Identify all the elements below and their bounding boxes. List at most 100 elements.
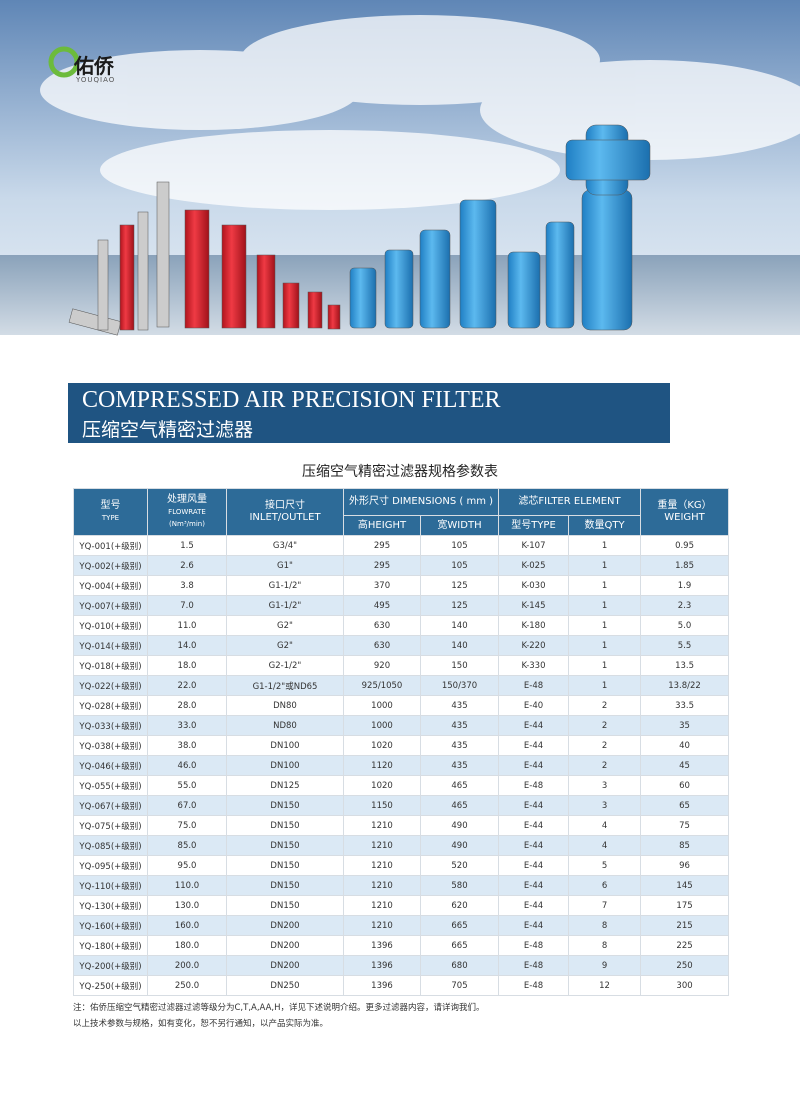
table-cell: YQ-004(+级别) — [73, 575, 148, 596]
table-cell: 1150 — [343, 795, 421, 816]
table-cell: YQ-055(+级别) — [73, 775, 148, 796]
table-cell: 125 — [419, 595, 500, 616]
table-cell: 665 — [419, 935, 500, 956]
table-cell: DN150 — [226, 815, 344, 836]
table-cell: 7 — [568, 895, 642, 916]
table-cell: 150 — [419, 655, 500, 676]
table-cell: 1210 — [343, 815, 421, 836]
table-cell: K-025 — [498, 555, 570, 576]
table-cell: DN100 — [226, 735, 344, 756]
table-cell: 105 — [419, 535, 500, 556]
table-cell: E-48 — [498, 935, 570, 956]
table-cell: YQ-095(+级别) — [73, 855, 148, 876]
header-cell: 高HEIGHT — [343, 515, 421, 536]
header-cell: 接口尺寸 INLET/OUTLET — [226, 488, 344, 536]
table-cell: 6 — [568, 875, 642, 896]
table-cell: 1210 — [343, 835, 421, 856]
table-cell: 18.0 — [147, 655, 227, 676]
table-row: YQ-130(+级别) 130.0 DN150 1210 620 E-44 7 175 — [73, 895, 730, 916]
table-cell: 28.0 — [147, 695, 227, 716]
table-cell: DN150 — [226, 895, 344, 916]
table-cell: 1.9 — [640, 575, 730, 596]
table-cell: 4 — [568, 815, 642, 836]
header-text: (Nm³/min) — [169, 520, 205, 528]
table-cell: YQ-067(+级别) — [73, 795, 148, 816]
table-cell: 14.0 — [147, 635, 227, 656]
table-cell: 5 — [568, 855, 642, 876]
table-row: YQ-046(+级别) 46.0 DN100 1120 435 E-44 2 45 — [73, 755, 730, 776]
logo: 佑侨 — [74, 54, 114, 78]
header-cell: 数量QTY — [568, 515, 642, 536]
table-cell: 495 — [343, 595, 421, 616]
table-cell: 0.95 — [640, 535, 730, 556]
table-cell: 3 — [568, 795, 642, 816]
table-cell: YQ-001(+级别) — [73, 535, 148, 556]
header-text: 重量（KG） — [657, 500, 712, 511]
table-cell: K-330 — [498, 655, 570, 676]
table-cell: 1120 — [343, 755, 421, 776]
table-cell: K-180 — [498, 615, 570, 636]
table-cell: 1396 — [343, 955, 421, 976]
table-cell: 45 — [640, 755, 730, 776]
table-cell: YQ-046(+级别) — [73, 755, 148, 776]
header-text: INLET/OUTLET — [249, 512, 321, 523]
table-row: YQ-033(+级别) 33.0 ND80 1000 435 E-44 2 35 — [73, 715, 730, 736]
table-cell: 200.0 — [147, 955, 227, 976]
table-cell: E-48 — [498, 955, 570, 976]
table-cell: 215 — [640, 915, 730, 936]
table-cell: YQ-200(+级别) — [73, 955, 148, 976]
header-cell: 滤芯FILTER ELEMENT — [498, 488, 642, 516]
table-cell: DN250 — [226, 975, 344, 996]
table-cell: 1 — [568, 635, 642, 656]
table-cell: G2" — [226, 635, 344, 656]
table-cell: YQ-033(+级别) — [73, 715, 148, 736]
table-cell: 2 — [568, 755, 642, 776]
table-cell: YQ-075(+级别) — [73, 815, 148, 836]
table-row: YQ-001(+级别) 1.5 G3/4" 295 105 K-107 1 0.95 — [73, 535, 730, 556]
note: 注：佑侨压缩空气精密过滤器过滤等级分为C,T,A,AA,H，详见下述说明介绍。更… — [73, 1003, 485, 1013]
table-cell: 125 — [419, 575, 500, 596]
table-cell: 435 — [419, 695, 500, 716]
table-cell: 665 — [419, 915, 500, 936]
table-cell: K-030 — [498, 575, 570, 596]
table-cell: E-44 — [498, 795, 570, 816]
table-cell: 130.0 — [147, 895, 227, 916]
table-cell: E-48 — [498, 975, 570, 996]
table-cell: 465 — [419, 775, 500, 796]
header-text: TYPE — [101, 514, 120, 522]
table-cell: 65 — [640, 795, 730, 816]
table-cell: K-145 — [498, 595, 570, 616]
table-body: YQ-001(+级别) 1.5 G3/4" 295 105 K-107 1 0.95 YQ-00… — [73, 535, 730, 996]
product-photo — [0, 0, 800, 360]
table-row: YQ-038(+级别) 38.0 DN100 1020 435 E-44 2 40 — [73, 735, 730, 756]
table-cell: 67.0 — [147, 795, 227, 816]
table-cell: 225 — [640, 935, 730, 956]
table-row: YQ-075(+级别) 75.0 DN150 1210 490 E-44 4 75 — [73, 815, 730, 836]
table-cell: DN150 — [226, 835, 344, 856]
table-cell: 435 — [419, 735, 500, 756]
table-row: YQ-004(+级别) 3.8 G1-1/2" 370 125 K-030 1 1.9 — [73, 575, 730, 596]
table-cell: E-48 — [498, 675, 570, 696]
table-cell: 175 — [640, 895, 730, 916]
table-cell: 295 — [343, 535, 421, 556]
table-cell: DN125 — [226, 775, 344, 796]
table-cell: G1" — [226, 555, 344, 576]
table-cell: 1.85 — [640, 555, 730, 576]
header-text: WEIGHT — [664, 512, 705, 523]
table-cell: E-44 — [498, 855, 570, 876]
table-cell: 490 — [419, 815, 500, 836]
table-cell: 2 — [568, 695, 642, 716]
table-cell: 11.0 — [147, 615, 227, 636]
table-row: YQ-014(+级别) 14.0 G2" 630 140 K-220 1 5.5 — [73, 635, 730, 656]
table-cell: 145 — [640, 875, 730, 896]
table-row: YQ-200(+级别) 200.0 DN200 1396 680 E-48 9 250 — [73, 955, 730, 976]
table-cell: DN200 — [226, 915, 344, 936]
table-row: YQ-002(+级别) 2.6 G1" 295 105 K-025 1 1.85 — [73, 555, 730, 576]
table-cell: 13.5 — [640, 655, 730, 676]
table-cell: 3.8 — [147, 575, 227, 596]
table-cell: E-44 — [498, 715, 570, 736]
table-cell: 75.0 — [147, 815, 227, 836]
table-cell: ND80 — [226, 715, 344, 736]
table-cell: YQ-022(+级别) — [73, 675, 148, 696]
table-cell: 1020 — [343, 775, 421, 796]
